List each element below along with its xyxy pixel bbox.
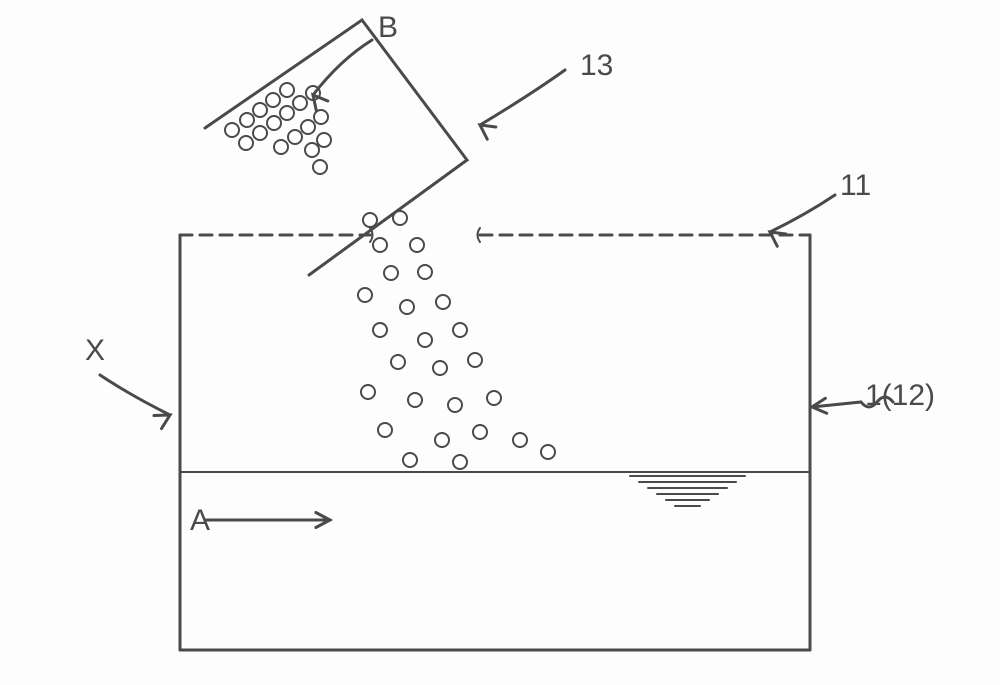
falling-pellet [513, 433, 527, 447]
pellet [253, 126, 267, 140]
diagram-canvas: 11 13 B X 1(12) A [0, 0, 1000, 685]
arrow-head [154, 415, 170, 429]
pellet [239, 136, 253, 150]
pellet [313, 160, 327, 174]
pellet [301, 120, 315, 134]
falling-pellet [468, 353, 482, 367]
falling-pellet [473, 425, 487, 439]
falling-pellet [393, 211, 407, 225]
pellet [240, 113, 254, 127]
falling-pellet [373, 323, 387, 337]
pellet [267, 116, 281, 130]
pellet [280, 106, 294, 120]
falling-pellet [384, 266, 398, 280]
pellet [225, 123, 239, 137]
falling-pellet [436, 295, 450, 309]
arrow-X [100, 375, 170, 415]
falling-pellet [435, 433, 449, 447]
falling-pellet [487, 391, 501, 405]
falling-pellet [403, 453, 417, 467]
falling-pellet [363, 213, 377, 227]
pellet [280, 83, 294, 97]
label-X: X [85, 334, 105, 367]
arrow-13 [480, 70, 565, 125]
falling-pellet [453, 323, 467, 337]
pellet [274, 140, 288, 154]
arrow-head [313, 95, 328, 111]
falling-pellet [418, 265, 432, 279]
falling-pellet [541, 445, 555, 459]
falling-pellet [400, 300, 414, 314]
label-11: 11 [840, 169, 871, 202]
falling-pellet [433, 361, 447, 375]
falling-pellet [408, 393, 422, 407]
label-13: 13 [580, 49, 613, 82]
arrow-head [480, 125, 496, 139]
falling-pellet [410, 238, 424, 252]
falling-pellet [361, 385, 375, 399]
label-1_12: 1(12) [865, 379, 935, 412]
pellet [293, 96, 307, 110]
falling-pellet [373, 238, 387, 252]
falling-pellet [418, 333, 432, 347]
falling-pellet [358, 288, 372, 302]
pellet [253, 103, 267, 117]
falling-pellet [448, 398, 462, 412]
falling-pellet [378, 423, 392, 437]
pellet [288, 130, 302, 144]
label-A: A [190, 504, 210, 537]
arrow-11 [770, 195, 835, 232]
arrow-head [770, 232, 786, 246]
falling-pellet [453, 455, 467, 469]
label-B: B [378, 11, 398, 44]
pellet [317, 133, 331, 147]
pellet [266, 93, 280, 107]
falling-pellet [391, 355, 405, 369]
pellet [305, 143, 319, 157]
